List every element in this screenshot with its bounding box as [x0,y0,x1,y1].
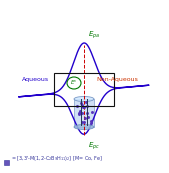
Ellipse shape [74,125,94,130]
Text: Aqueous: Aqueous [22,76,49,81]
Text: = [3,3'-M(1,2-C$_2$B$_9$H$_{11}$)$_2$] [M= Co, Fe]: = [3,3'-M(1,2-C$_2$B$_9$H$_{11}$)$_2$] [… [11,154,103,163]
Text: Non-Aqueous: Non-Aqueous [96,76,138,81]
Ellipse shape [74,97,94,102]
Text: E$_{pc}$: E$_{pc}$ [88,141,100,153]
Bar [4,160,9,165]
Text: E°: E° [71,80,77,85]
Text: E$_{pa}$: E$_{pa}$ [88,30,100,41]
Bar [54,73,114,106]
Bar [74,99,94,127]
